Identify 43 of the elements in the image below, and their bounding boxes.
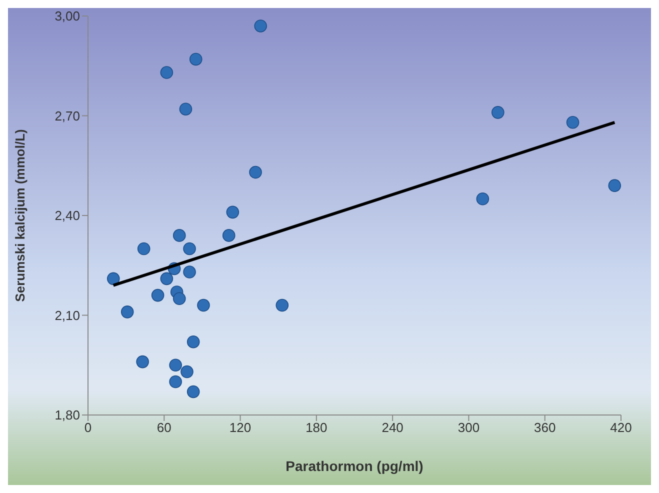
point [169,375,182,388]
x-axis-title: Parathormon (pg/ml) [286,458,424,474]
point [183,266,196,278]
y-tick-label: 2,70 [54,108,80,124]
point [106,272,120,286]
y-tick-label: 2,10 [54,308,80,323]
x-tick-label: 420 [610,420,632,436]
point [186,335,200,348]
point [183,242,196,256]
point [189,52,202,66]
x-tick-label: 0 [84,420,92,436]
point [172,292,186,306]
x-tick-label: 240 [382,420,404,436]
x-tick-label: 60 [156,420,172,436]
point [160,272,174,286]
y-tick-label: 2,40 [54,208,80,224]
point [186,385,200,398]
point [566,116,580,129]
x-tick-label: 120 [229,420,252,436]
y-axis-title: Serumski kalcijum (mmol/L) [12,129,28,302]
x-tick-label: 300 [458,420,480,436]
y-tick-label: 3,00 [54,8,80,24]
point [492,106,504,119]
point [276,298,289,312]
y-tick-label: 1,80 [54,408,80,423]
point [476,192,490,206]
point [120,306,134,318]
point [179,102,192,116]
x-tick-label: 180 [306,420,328,436]
point [180,365,194,378]
point [608,179,621,192]
x-tick-label: 360 [534,420,556,436]
point [249,166,262,179]
point [197,298,210,312]
point [222,229,236,242]
point [172,229,186,242]
point [137,242,150,256]
point [151,288,164,302]
point [254,20,267,32]
point [136,355,149,368]
point [169,358,182,372]
point [160,66,174,79]
point [226,206,240,219]
